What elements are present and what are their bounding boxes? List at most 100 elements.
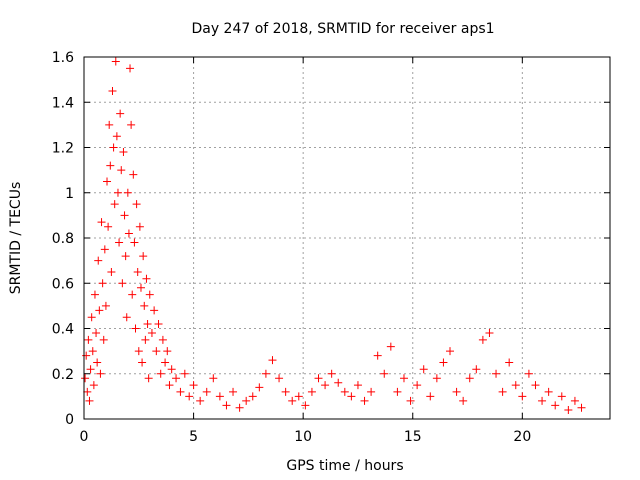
data-point (367, 387, 376, 396)
data-point (88, 347, 97, 356)
data-point (84, 335, 93, 344)
data-point (301, 401, 310, 410)
data-point (138, 358, 147, 367)
data-point (150, 306, 159, 315)
data-point (577, 403, 586, 412)
data-point (128, 290, 137, 299)
data-point (129, 170, 138, 179)
data-point (110, 200, 119, 209)
data-point (492, 369, 501, 378)
data-point (81, 374, 90, 383)
data-points (81, 57, 586, 414)
data-point (321, 381, 330, 390)
data-point (82, 351, 91, 360)
data-point (189, 381, 198, 390)
data-point (122, 313, 131, 322)
data-point (104, 222, 113, 231)
data-point (163, 347, 172, 356)
x-axis-label: GPS time / hours (286, 458, 403, 474)
data-point (544, 387, 553, 396)
data-point (89, 381, 98, 390)
data-point (314, 374, 323, 383)
y-tick-label: 1 (65, 186, 74, 202)
data-point (248, 392, 257, 401)
x-tick-label: 10 (294, 429, 312, 445)
data-point (465, 374, 474, 383)
data-point (116, 109, 125, 118)
data-point (347, 392, 356, 401)
data-point (143, 319, 152, 328)
data-point (419, 365, 428, 374)
data-point (353, 381, 362, 390)
data-point (215, 392, 224, 401)
data-point (564, 405, 573, 414)
data-point (121, 252, 130, 261)
y-tick-label: 0.2 (52, 367, 74, 383)
data-point (105, 120, 114, 129)
data-point (307, 387, 316, 396)
data-point (485, 329, 494, 338)
data-point (152, 347, 161, 356)
data-point (101, 301, 110, 310)
y-tick-label: 0 (65, 412, 74, 428)
data-point (242, 396, 251, 405)
data-point (98, 279, 107, 288)
data-point (165, 381, 174, 390)
data-point (478, 335, 487, 344)
y-tick-label: 0.8 (52, 231, 74, 247)
data-point (185, 392, 194, 401)
data-point (393, 387, 402, 396)
data-point (87, 313, 96, 322)
data-point (131, 324, 140, 333)
data-point (133, 267, 142, 276)
data-point (124, 229, 133, 238)
data-point (275, 374, 284, 383)
data-point (281, 387, 290, 396)
data-point (229, 387, 238, 396)
y-axis-label: SRMTID / TECUs (8, 182, 24, 295)
chart-title: Day 247 of 2018, SRMTID for receiver aps… (191, 21, 494, 37)
data-point (202, 387, 211, 396)
data-point (524, 369, 533, 378)
data-point (93, 358, 102, 367)
grid (84, 57, 610, 419)
data-point (154, 319, 163, 328)
data-point (85, 396, 94, 405)
data-point (360, 396, 369, 405)
data-point (139, 252, 148, 261)
x-tick-label: 0 (80, 429, 89, 445)
data-point (132, 200, 141, 209)
data-point (406, 396, 415, 405)
x-tick-label: 5 (189, 429, 198, 445)
data-point (327, 369, 336, 378)
data-point (126, 64, 135, 73)
data-point (144, 374, 153, 383)
plot-frame (83, 56, 611, 420)
data-point (570, 396, 579, 405)
data-point (135, 222, 144, 231)
data-point (432, 374, 441, 383)
data-point (172, 374, 181, 383)
data-point (156, 369, 165, 378)
data-point (288, 396, 297, 405)
data-point (90, 290, 99, 299)
data-point (386, 342, 395, 351)
data-point (94, 256, 103, 265)
data-point (196, 396, 205, 405)
data-point (161, 358, 170, 367)
data-point (176, 387, 185, 396)
x-tick-label: 15 (404, 429, 422, 445)
data-point (95, 306, 104, 315)
data-point (511, 381, 520, 390)
data-point (255, 383, 264, 392)
y-tick-label: 0.6 (52, 276, 74, 292)
data-point (557, 392, 566, 401)
data-point (446, 347, 455, 356)
data-point (134, 347, 143, 356)
data-point (111, 57, 120, 66)
data-point (113, 188, 122, 197)
data-point (123, 188, 132, 197)
data-point (452, 387, 461, 396)
data-point (268, 356, 277, 365)
